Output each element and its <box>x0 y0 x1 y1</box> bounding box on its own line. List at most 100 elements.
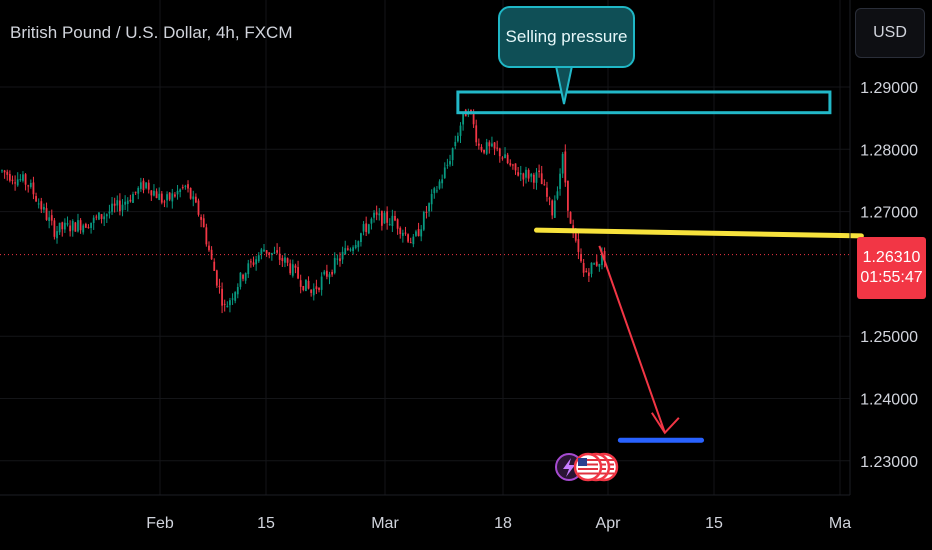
candle-down <box>381 211 383 226</box>
candle-down <box>470 109 472 113</box>
price-tick-label: 1.29000 <box>860 80 918 97</box>
candle-down <box>365 223 368 233</box>
price-tick-label: 1.23000 <box>860 454 918 471</box>
candle-up <box>412 236 415 245</box>
candle-up <box>349 249 352 251</box>
candle-up <box>433 188 436 194</box>
current-price-tag: 1.26310 01:55:47 <box>857 237 926 299</box>
candle-down <box>404 232 407 234</box>
selling-pressure-callout: Selling pressure <box>498 6 635 68</box>
candle-down <box>425 212 428 214</box>
projection-arrow-line <box>598 245 666 434</box>
candle-up <box>270 252 273 255</box>
candle-down <box>603 251 606 261</box>
candle-down <box>538 170 540 173</box>
candle-down <box>252 262 255 265</box>
candle-down <box>585 270 588 273</box>
candle-up <box>485 142 488 154</box>
candle-down <box>265 250 268 254</box>
candle-up <box>328 274 331 278</box>
candle-down <box>595 261 598 266</box>
candle-up <box>454 141 457 147</box>
candle-down <box>61 222 64 230</box>
flag-ring <box>573 452 603 482</box>
candle-down <box>346 248 349 250</box>
candle-up <box>535 172 538 183</box>
candle-up <box>559 173 561 189</box>
candle-up <box>56 231 58 239</box>
candle-up <box>305 279 307 292</box>
candle-up <box>239 272 242 287</box>
candle-down <box>310 289 313 293</box>
candle-down <box>27 185 30 187</box>
candle-up <box>333 257 336 273</box>
price-axis: 1.29000 1.28000 1.27000 1.25000 1.24000 1.230… <box>860 80 918 471</box>
candle-down <box>289 263 292 274</box>
candle-down <box>250 261 252 263</box>
candle-down <box>69 225 72 232</box>
candle-down <box>496 147 499 149</box>
candle-up <box>63 222 66 230</box>
candle-down <box>194 196 197 203</box>
candle-up <box>553 200 556 218</box>
candle-up <box>126 200 129 205</box>
candle-down <box>587 272 590 276</box>
resistance-zone-box <box>456 90 832 115</box>
candle-down <box>276 250 278 253</box>
candle-down <box>53 220 56 237</box>
candle-up <box>236 287 239 295</box>
candle-down <box>155 191 158 199</box>
candle-down <box>150 190 153 196</box>
candle-up <box>438 181 441 189</box>
candle-up <box>451 148 454 161</box>
candle-up <box>401 232 404 236</box>
candle-down <box>417 229 420 237</box>
currency-button[interactable]: USD <box>855 8 925 58</box>
candle-down <box>475 125 478 143</box>
candle-up <box>530 173 533 177</box>
us-flag-event-icon[interactable] <box>573 452 603 482</box>
candle-down <box>299 280 302 287</box>
candle-down <box>286 258 289 263</box>
candle-down <box>477 143 480 146</box>
candle-up <box>459 125 462 136</box>
bar-countdown: 01:55:47 <box>860 269 923 286</box>
candle-down <box>318 288 320 290</box>
flag-stripe <box>578 463 598 466</box>
candle-down <box>297 267 299 279</box>
economic-events[interactable] <box>555 452 619 482</box>
time-tick-label: Apr <box>596 515 622 532</box>
candle-up <box>370 218 373 224</box>
candle-up <box>263 249 265 252</box>
candle-up <box>29 182 32 187</box>
candle-down <box>551 200 554 216</box>
candle-up <box>273 252 276 254</box>
time-tick-label: Ma <box>829 515 851 532</box>
candle-up <box>124 201 127 205</box>
candle-down <box>6 171 9 175</box>
candle-up <box>179 189 182 193</box>
callout-pointer <box>554 65 574 105</box>
candle-up <box>98 212 100 220</box>
candle-up <box>422 212 425 230</box>
flag-stripe <box>578 472 598 475</box>
projection-arrow-head <box>651 412 680 435</box>
candle-down <box>294 265 297 268</box>
candle-down <box>527 169 530 179</box>
candle-up <box>391 215 394 227</box>
candle-down <box>375 212 378 215</box>
candle-up <box>360 233 362 243</box>
candle-up <box>598 263 601 267</box>
candle-up <box>257 255 260 262</box>
candle-down <box>281 258 284 262</box>
candle-down <box>35 196 37 202</box>
current-price-value: 1.26310 <box>862 249 921 266</box>
candle-up <box>352 247 354 252</box>
candle-down <box>129 199 132 202</box>
candle-down <box>331 271 334 275</box>
candle-up <box>593 263 596 265</box>
candle-down <box>325 270 328 277</box>
price-tick-label: 1.27000 <box>860 205 918 222</box>
candle-up <box>525 169 527 178</box>
